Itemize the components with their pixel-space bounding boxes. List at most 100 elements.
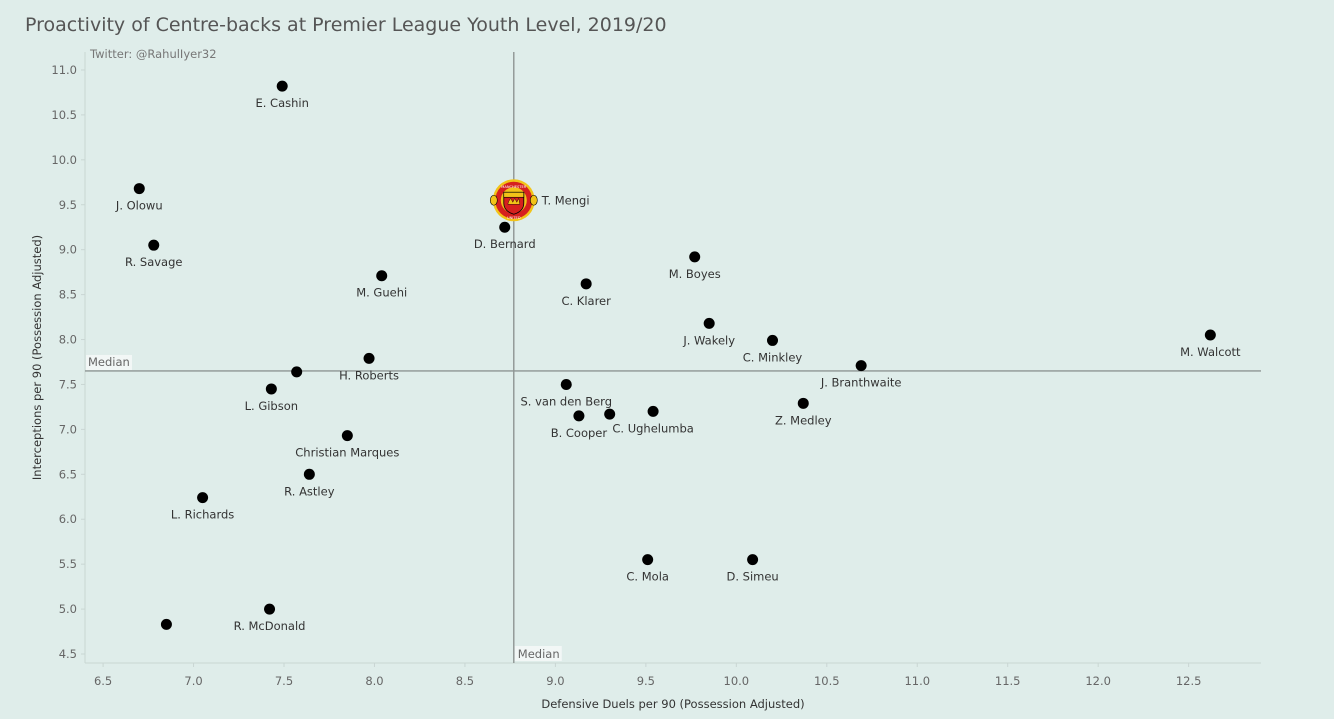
point-marker[interactable] bbox=[133, 183, 145, 195]
crest-lettering: MANCHESTER bbox=[501, 185, 526, 189]
y-tick-label: 9.0 bbox=[59, 243, 77, 257]
data-point[interactable]: C. Klarer bbox=[561, 278, 611, 308]
y-tick: 6.0 bbox=[59, 512, 85, 526]
data-point[interactable]: C. Mola bbox=[626, 554, 669, 584]
point-label: B. Cooper bbox=[551, 426, 608, 440]
data-point[interactable]: Z. Medley bbox=[775, 397, 832, 428]
data-point[interactable]: C. Minkley bbox=[743, 334, 803, 365]
point-marker[interactable] bbox=[341, 430, 353, 442]
x-tick-label: 7.0 bbox=[184, 674, 202, 688]
data-point[interactable] bbox=[291, 366, 303, 378]
point-label: C. Ughelumba bbox=[612, 421, 693, 435]
data-point[interactable]: M. Boyes bbox=[669, 251, 721, 281]
point-marker[interactable] bbox=[276, 80, 288, 92]
x-tick: 12.5 bbox=[1176, 663, 1202, 688]
point-marker[interactable] bbox=[499, 221, 511, 233]
y-tick: 7.0 bbox=[59, 422, 85, 436]
data-point[interactable]: R. Savage bbox=[125, 239, 182, 270]
point-marker[interactable] bbox=[363, 352, 375, 364]
y-tick-label: 8.5 bbox=[59, 288, 77, 302]
point-marker[interactable] bbox=[797, 397, 809, 409]
data-point[interactable]: S. van den Berg bbox=[520, 378, 612, 409]
y-tick-label: 8.0 bbox=[59, 333, 77, 347]
data-point[interactable]: R. McDonald bbox=[234, 603, 306, 634]
data-point[interactable]: E. Cashin bbox=[255, 80, 309, 111]
point-label: M. Walcott bbox=[1180, 345, 1241, 359]
point-marker[interactable] bbox=[703, 317, 715, 329]
point-marker[interactable] bbox=[580, 278, 592, 290]
credit-text: Twitter: @RahulIyer32 bbox=[90, 47, 217, 61]
point-label: Christian Marques bbox=[295, 446, 399, 460]
x-tick-label: 6.5 bbox=[94, 674, 112, 688]
y-tick: 9.0 bbox=[59, 243, 85, 257]
data-point[interactable]: M. Guehi bbox=[356, 270, 407, 300]
data-point[interactable]: Christian Marques bbox=[295, 430, 399, 460]
data-point[interactable]: H. Roberts bbox=[339, 352, 399, 383]
point-marker[interactable] bbox=[560, 378, 572, 390]
data-point[interactable]: J. Wakely bbox=[682, 317, 735, 348]
x-tick: 9.5 bbox=[637, 663, 655, 688]
point-marker[interactable] bbox=[160, 618, 172, 630]
manchester-united-crest-icon[interactable]: MANCHESTER UNITED bbox=[489, 179, 538, 222]
crest-right-ball bbox=[529, 194, 538, 206]
x-axis-title: Defensive Duels per 90 (Possession Adjus… bbox=[541, 697, 804, 711]
y-tick: 10.0 bbox=[51, 153, 85, 167]
data-point[interactable]: L. Gibson bbox=[245, 383, 298, 413]
data-point[interactable]: L. Richards bbox=[171, 492, 234, 522]
point-marker[interactable] bbox=[265, 383, 277, 395]
data-point[interactable]: D. Simeu bbox=[726, 554, 779, 584]
highlight-point[interactable]: MANCHESTER UNITED T. Mengi bbox=[489, 179, 590, 222]
y-tick-label: 10.5 bbox=[51, 108, 77, 122]
y-tick-label: 11.0 bbox=[51, 63, 77, 77]
y-tick-label: 7.5 bbox=[59, 377, 77, 391]
y-tick-label: 6.0 bbox=[59, 512, 77, 526]
data-point[interactable]: J. Branthwaite bbox=[820, 360, 902, 390]
point-marker[interactable] bbox=[604, 408, 616, 420]
point-marker[interactable] bbox=[1204, 329, 1216, 341]
data-point[interactable]: B. Cooper bbox=[551, 410, 608, 440]
data-point[interactable]: J. Olowu bbox=[115, 183, 163, 213]
x-tick-label: 8.0 bbox=[365, 674, 383, 688]
y-tick-label: 5.5 bbox=[59, 557, 77, 571]
point-marker[interactable] bbox=[573, 410, 585, 422]
point-label: R. McDonald bbox=[234, 619, 306, 633]
point-marker[interactable] bbox=[767, 334, 779, 346]
data-point[interactable] bbox=[160, 618, 172, 630]
point-marker[interactable] bbox=[642, 554, 654, 566]
point-label: C. Minkley bbox=[743, 350, 803, 364]
point-marker[interactable] bbox=[747, 554, 759, 566]
y-tick: 9.5 bbox=[59, 198, 85, 212]
point-marker[interactable] bbox=[264, 603, 276, 615]
x-tick: 9.0 bbox=[546, 663, 565, 688]
data-point[interactable]: R. Astley bbox=[284, 468, 335, 499]
point-marker[interactable] bbox=[376, 270, 388, 282]
x-tick: 8.0 bbox=[365, 663, 384, 688]
point-marker[interactable] bbox=[647, 405, 659, 417]
point-marker[interactable] bbox=[197, 492, 209, 504]
point-marker[interactable] bbox=[148, 239, 160, 251]
median-y-label-bg bbox=[86, 354, 132, 370]
x-tick-label: 11.0 bbox=[904, 674, 930, 688]
y-tick-label: 6.5 bbox=[59, 467, 77, 481]
data-point[interactable]: M. Walcott bbox=[1180, 329, 1241, 360]
axes: 6.5 7.0 7.5 8.0 8.5 9.0 9.5 10.0 10.5 11.0 11.5 12.… bbox=[30, 52, 1261, 711]
point-label: E. Cashin bbox=[255, 96, 308, 110]
crest-devil bbox=[507, 197, 521, 205]
point-marker[interactable] bbox=[689, 251, 701, 263]
point-marker[interactable] bbox=[855, 360, 867, 372]
point-label: L. Gibson bbox=[245, 399, 298, 413]
y-tick: 11.0 bbox=[51, 63, 85, 77]
x-tick-label: 7.5 bbox=[275, 674, 293, 688]
y-tick-label: 4.5 bbox=[59, 647, 77, 661]
x-tick-label: 9.5 bbox=[637, 674, 655, 688]
point-marker[interactable] bbox=[291, 366, 303, 378]
x-tick-label: 10.0 bbox=[724, 674, 750, 688]
data-point[interactable] bbox=[604, 408, 616, 420]
x-tick: 12.0 bbox=[1085, 663, 1111, 688]
data-point[interactable]: D. Bernard bbox=[474, 221, 536, 252]
point-marker[interactable] bbox=[303, 468, 315, 480]
x-tick-label: 12.5 bbox=[1176, 674, 1202, 688]
data-point[interactable]: C. Ughelumba bbox=[612, 405, 694, 436]
x-tick: 11.5 bbox=[995, 663, 1021, 688]
crest-ship-band bbox=[503, 191, 525, 198]
